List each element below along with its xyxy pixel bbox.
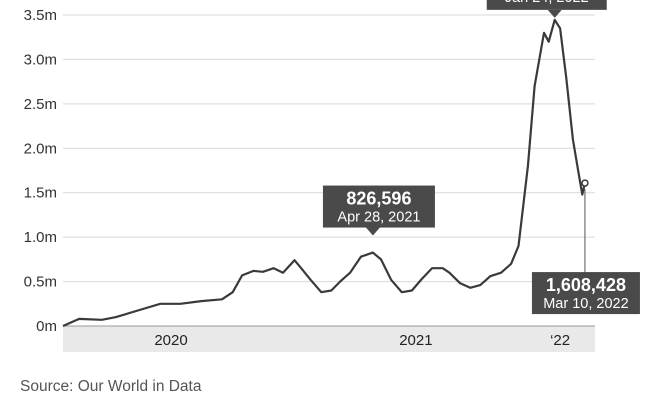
annotation-date: Mar 10, 2022 <box>543 296 628 312</box>
y-tick-label: 0.5m <box>24 274 57 291</box>
x-axis-band <box>63 326 595 352</box>
y-tick-label: 3.0m <box>24 51 57 68</box>
annotation-value: 826,596 <box>346 189 411 209</box>
y-axis-ticks: 0m 0.5m 1.0m 1.5m 2.0m 2.5m 3.0m 3.5m <box>24 7 57 335</box>
y-tick-label: 1.5m <box>24 185 57 202</box>
series-group <box>62 18 589 328</box>
x-tick-label: ‘22 <box>550 332 570 349</box>
annotation-pointer <box>365 227 380 236</box>
source-note: Source: Our World in Data <box>20 378 202 395</box>
y-tick-label: 3.5m <box>24 7 57 24</box>
annotation-date: Apr 28, 2021 <box>337 210 420 226</box>
x-axis-ticks: 2020 2021 ‘22 <box>154 332 570 349</box>
x-tick-label: 2020 <box>154 332 187 349</box>
y-tick-label: 1.0m <box>24 229 57 246</box>
y-tick-label: 2.0m <box>24 140 57 157</box>
endpoint-marker <box>581 179 589 187</box>
y-tick-label: 0m <box>36 318 57 335</box>
x-tick-label: 2021 <box>399 332 432 349</box>
annotation-box <box>531 272 640 315</box>
y-tick-label: 2.5m <box>24 96 57 113</box>
annotation-box <box>322 185 435 228</box>
annotation-box <box>486 0 607 10</box>
annotation-date: Jan 24, 2022 <box>505 0 589 6</box>
annotation-pointer <box>547 9 562 18</box>
annotation-value: 1,608,428 <box>546 275 626 295</box>
gridlines <box>63 14 595 327</box>
series-line <box>62 18 586 328</box>
